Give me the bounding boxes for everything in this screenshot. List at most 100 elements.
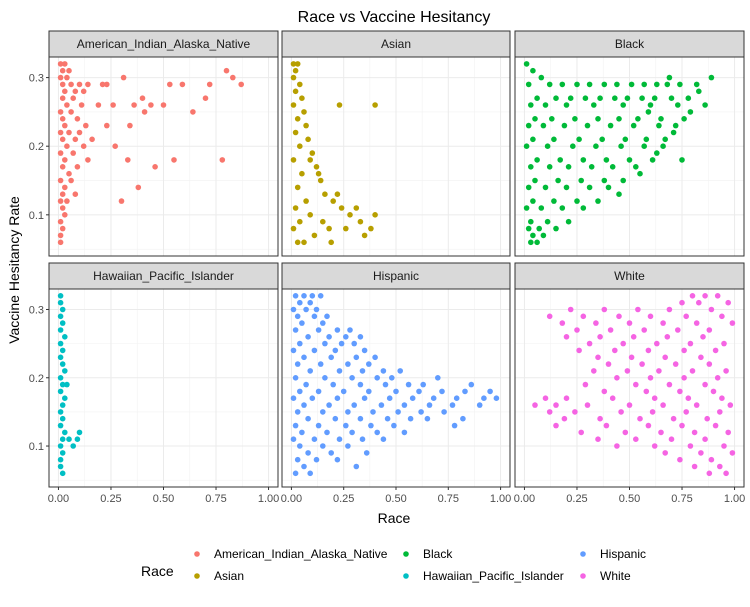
point-american-indian-alaska-native-61 xyxy=(148,102,154,108)
point-hispanic-34 xyxy=(294,361,301,367)
point-asian-19 xyxy=(294,184,301,191)
point-white-4 xyxy=(696,299,702,306)
legend-key-american-indian-alaska-native xyxy=(194,551,200,557)
point-hispanic-76 xyxy=(401,402,408,408)
point-hispanic-67 xyxy=(386,395,393,402)
point-black-30 xyxy=(591,102,597,108)
point-asian-42 xyxy=(372,212,378,218)
point-hispanic-96 xyxy=(391,422,397,429)
point-hispanic-10 xyxy=(311,313,318,320)
point-black-112 xyxy=(696,88,702,95)
point-american-indian-alaska-native-11 xyxy=(62,88,68,95)
point-hispanic-79 xyxy=(294,409,301,415)
point-black-100 xyxy=(536,225,542,232)
point-white-7 xyxy=(601,306,608,313)
point-hispanic-60 xyxy=(439,388,445,395)
point-hawaiian-pacific-islander-16 xyxy=(59,402,66,408)
point-black-80 xyxy=(578,177,584,184)
point-asian-43 xyxy=(336,102,343,108)
point-american-indian-alaska-native-53 xyxy=(59,225,66,232)
point-hawaiian-pacific-islander-13 xyxy=(59,381,66,388)
point-black-87 xyxy=(605,184,612,191)
point-white-61 xyxy=(633,381,639,388)
point-hispanic-17 xyxy=(347,327,353,333)
point-black-0 xyxy=(523,61,530,67)
point-hawaiian-pacific-islander-14 xyxy=(57,388,64,395)
point-asian-11 xyxy=(292,129,299,136)
point-hispanic-89 xyxy=(384,415,391,422)
point-black-22 xyxy=(624,95,631,101)
point-black-15 xyxy=(693,81,700,88)
legend-entry-american-indian-alaska-native: American_Indian_Alaska_Native xyxy=(194,547,388,561)
point-american-indian-alaska-native-76 xyxy=(141,109,148,115)
point-asian-34 xyxy=(307,157,314,163)
point-hispanic-35 xyxy=(317,361,324,367)
point-white-84 xyxy=(649,409,656,415)
point-black-102 xyxy=(530,232,536,239)
point-black-70 xyxy=(649,157,656,163)
y-axis-title: Vaccine Hesitancy Rate xyxy=(6,196,22,344)
legend-title: Race xyxy=(141,563,174,579)
point-black-92 xyxy=(523,205,530,211)
point-asian-25 xyxy=(307,212,314,218)
y-tick-label: 0.2 xyxy=(29,141,44,153)
y-tick-label: 0.3 xyxy=(29,304,44,316)
point-hispanic-3 xyxy=(317,293,324,299)
point-hawaiian-pacific-islander-10 xyxy=(59,361,66,367)
point-white-50 xyxy=(706,361,713,367)
point-hispanic-5 xyxy=(307,299,314,306)
point-asian-0 xyxy=(290,61,297,67)
point-white-89 xyxy=(637,415,643,422)
strip-background xyxy=(48,30,279,58)
point-american-indian-alaska-native-63 xyxy=(167,81,173,88)
point-black-16 xyxy=(534,95,540,101)
point-white-15 xyxy=(683,313,689,320)
point-white-57 xyxy=(647,375,654,381)
point-white-92 xyxy=(553,422,559,429)
point-american-indian-alaska-native-6 xyxy=(59,81,66,88)
point-hawaiian-pacific-islander-2 xyxy=(59,306,66,313)
legend-label-black: Black xyxy=(423,547,453,561)
legend-entry-white: White xyxy=(580,569,631,583)
point-white-27 xyxy=(706,327,713,333)
point-hispanic-66 xyxy=(361,395,368,402)
point-black-3 xyxy=(525,81,532,88)
point-american-indian-alaska-native-2 xyxy=(59,67,66,74)
point-hawaiian-pacific-islander-22 xyxy=(57,443,64,449)
point-white-79 xyxy=(693,402,700,408)
point-american-indian-alaska-native-67 xyxy=(206,81,213,88)
point-white-3 xyxy=(679,299,685,306)
point-asian-29 xyxy=(290,225,297,232)
point-american-indian-alaska-native-62 xyxy=(160,102,167,108)
point-white-5 xyxy=(725,299,731,306)
point-hawaiian-pacific-islander-25 xyxy=(57,463,64,470)
point-white-9 xyxy=(666,306,673,313)
point-white-76 xyxy=(584,402,591,408)
point-white-36 xyxy=(687,340,694,347)
point-american-indian-alaska-native-12 xyxy=(72,88,79,95)
point-hawaiian-pacific-islander-15 xyxy=(62,395,68,402)
point-hispanic-55 xyxy=(315,388,322,395)
point-asian-20 xyxy=(322,191,328,197)
point-hispanic-114 xyxy=(334,456,341,463)
point-american-indian-alaska-native-42 xyxy=(66,170,72,177)
point-hawaiian-pacific-islander-26 xyxy=(59,470,66,477)
x-tick-label: 0.00 xyxy=(281,493,302,505)
panel-border xyxy=(48,56,279,257)
panel-border xyxy=(281,56,511,257)
legend-entry-hawaiian-pacific-islander: Hawaiian_Pacific_Islander xyxy=(403,569,564,583)
point-american-indian-alaska-native-22 xyxy=(59,116,66,122)
point-hispanic-37 xyxy=(366,361,372,367)
point-asian-1 xyxy=(294,61,301,67)
point-hawaiian-pacific-islander-4 xyxy=(59,320,66,326)
strip-label-black: Black xyxy=(615,37,645,51)
point-american-indian-alaska-native-68 xyxy=(223,67,230,74)
point-hawaiian-pacific-islander-12 xyxy=(57,375,64,381)
point-black-58 xyxy=(523,143,530,149)
point-white-98 xyxy=(622,429,629,436)
point-hawaiian-pacific-islander-29 xyxy=(76,429,83,436)
point-american-indian-alaska-native-70 xyxy=(135,184,142,191)
point-asian-23 xyxy=(292,205,299,211)
point-black-61 xyxy=(593,143,599,149)
point-white-93 xyxy=(603,422,610,429)
